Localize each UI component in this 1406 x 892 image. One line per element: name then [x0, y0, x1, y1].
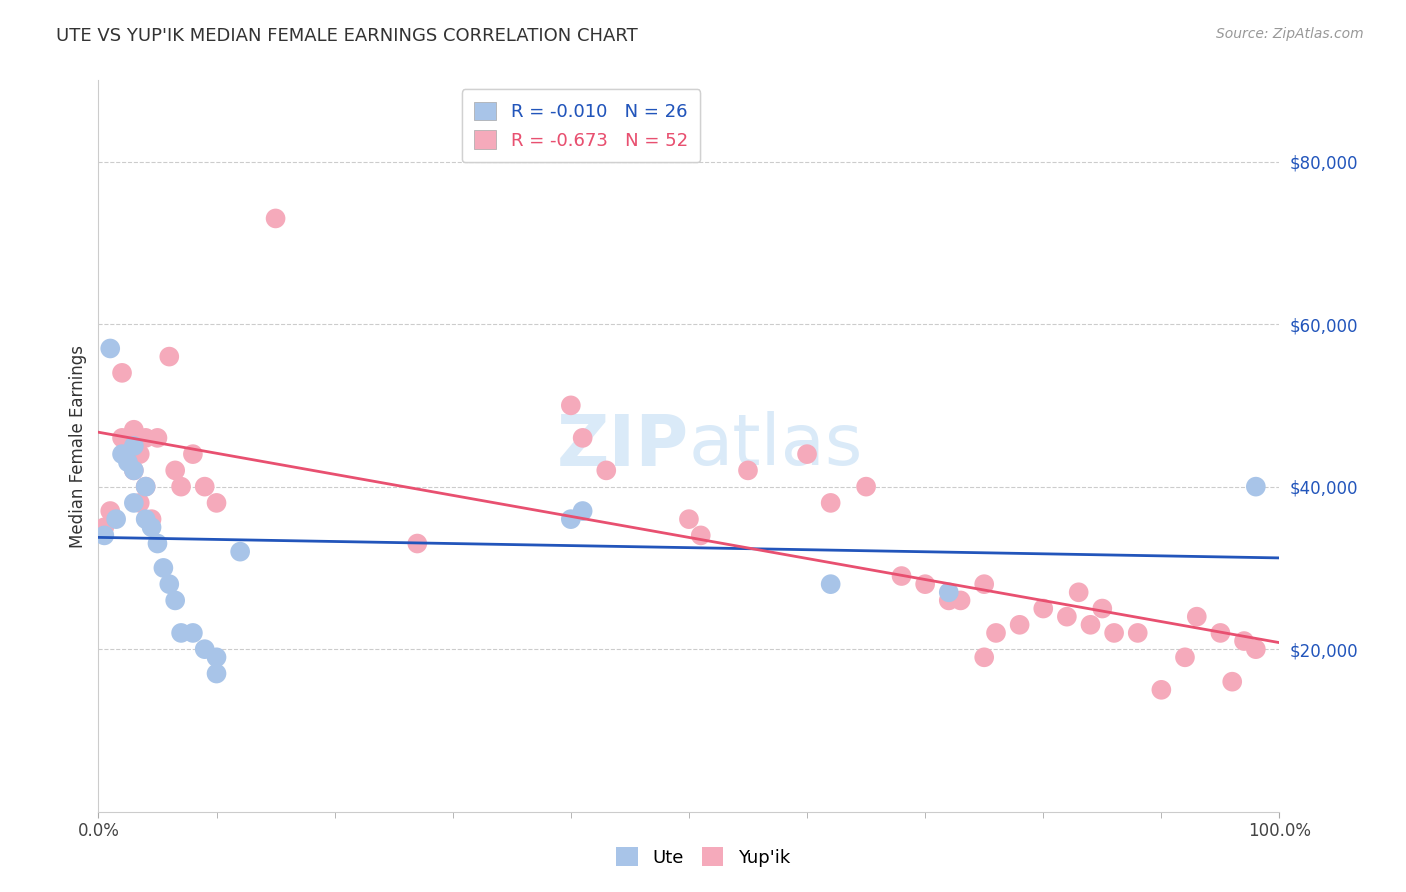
- Point: [135, 512, 157, 526]
- Point: [170, 626, 193, 640]
- Point: [128, 496, 150, 510]
- Point: [1233, 634, 1256, 648]
- Point: [1220, 674, 1243, 689]
- Point: [890, 569, 912, 583]
- Point: [152, 561, 174, 575]
- Text: atlas: atlas: [689, 411, 863, 481]
- Point: [1174, 650, 1197, 665]
- Point: [93, 528, 115, 542]
- Point: [122, 439, 145, 453]
- Point: [194, 642, 217, 657]
- Point: [820, 496, 842, 510]
- Point: [1080, 617, 1102, 632]
- Point: [165, 463, 187, 477]
- Point: [194, 480, 217, 494]
- Point: [1091, 601, 1114, 615]
- Point: [560, 512, 582, 526]
- Point: [111, 366, 134, 380]
- Point: [1209, 626, 1232, 640]
- Point: [406, 536, 429, 550]
- Point: [689, 528, 711, 542]
- Point: [571, 431, 593, 445]
- Text: UTE VS YUP'IK MEDIAN FEMALE EARNINGS CORRELATION CHART: UTE VS YUP'IK MEDIAN FEMALE EARNINGS COR…: [56, 27, 638, 45]
- Point: [111, 431, 134, 445]
- Point: [855, 480, 877, 494]
- Point: [205, 666, 228, 681]
- Point: [595, 463, 617, 477]
- Point: [135, 431, 157, 445]
- Point: [1244, 642, 1267, 657]
- Point: [157, 350, 180, 364]
- Point: [1032, 601, 1054, 615]
- Point: [105, 512, 128, 526]
- Point: [1056, 609, 1078, 624]
- Point: [181, 447, 204, 461]
- Point: [938, 593, 960, 607]
- Point: [973, 577, 995, 591]
- Point: [973, 650, 995, 665]
- Point: [117, 455, 139, 469]
- Point: [93, 520, 115, 534]
- Point: [128, 447, 150, 461]
- Point: [938, 585, 960, 599]
- Point: [205, 650, 228, 665]
- Point: [98, 342, 121, 356]
- Point: [737, 463, 759, 477]
- Point: [157, 577, 180, 591]
- Point: [1185, 609, 1208, 624]
- Point: [141, 520, 163, 534]
- Point: [264, 211, 287, 226]
- Legend: R = -0.010   N = 26, R = -0.673   N = 52: R = -0.010 N = 26, R = -0.673 N = 52: [461, 89, 700, 162]
- Point: [122, 496, 145, 510]
- Point: [1126, 626, 1149, 640]
- Point: [170, 480, 193, 494]
- Point: [820, 577, 842, 591]
- Point: [796, 447, 818, 461]
- Point: [678, 512, 700, 526]
- Point: [165, 593, 187, 607]
- Point: [122, 423, 145, 437]
- Point: [1102, 626, 1125, 640]
- Point: [98, 504, 121, 518]
- Point: [146, 431, 169, 445]
- Point: [1008, 617, 1031, 632]
- Point: [135, 480, 157, 494]
- Point: [1244, 480, 1267, 494]
- Legend: Ute, Yup'ik: Ute, Yup'ik: [609, 840, 797, 874]
- Y-axis label: Median Female Earnings: Median Female Earnings: [69, 344, 87, 548]
- Point: [181, 626, 204, 640]
- Point: [984, 626, 1007, 640]
- Point: [117, 447, 139, 461]
- Point: [141, 512, 163, 526]
- Point: [205, 496, 228, 510]
- Point: [122, 463, 145, 477]
- Point: [914, 577, 936, 591]
- Point: [560, 398, 582, 412]
- Point: [146, 536, 169, 550]
- Point: [135, 480, 157, 494]
- Point: [111, 447, 134, 461]
- Point: [571, 504, 593, 518]
- Point: [1150, 682, 1173, 697]
- Point: [949, 593, 972, 607]
- Text: ZIP: ZIP: [557, 411, 689, 481]
- Point: [122, 463, 145, 477]
- Point: [229, 544, 252, 558]
- Point: [1067, 585, 1090, 599]
- Text: Source: ZipAtlas.com: Source: ZipAtlas.com: [1216, 27, 1364, 41]
